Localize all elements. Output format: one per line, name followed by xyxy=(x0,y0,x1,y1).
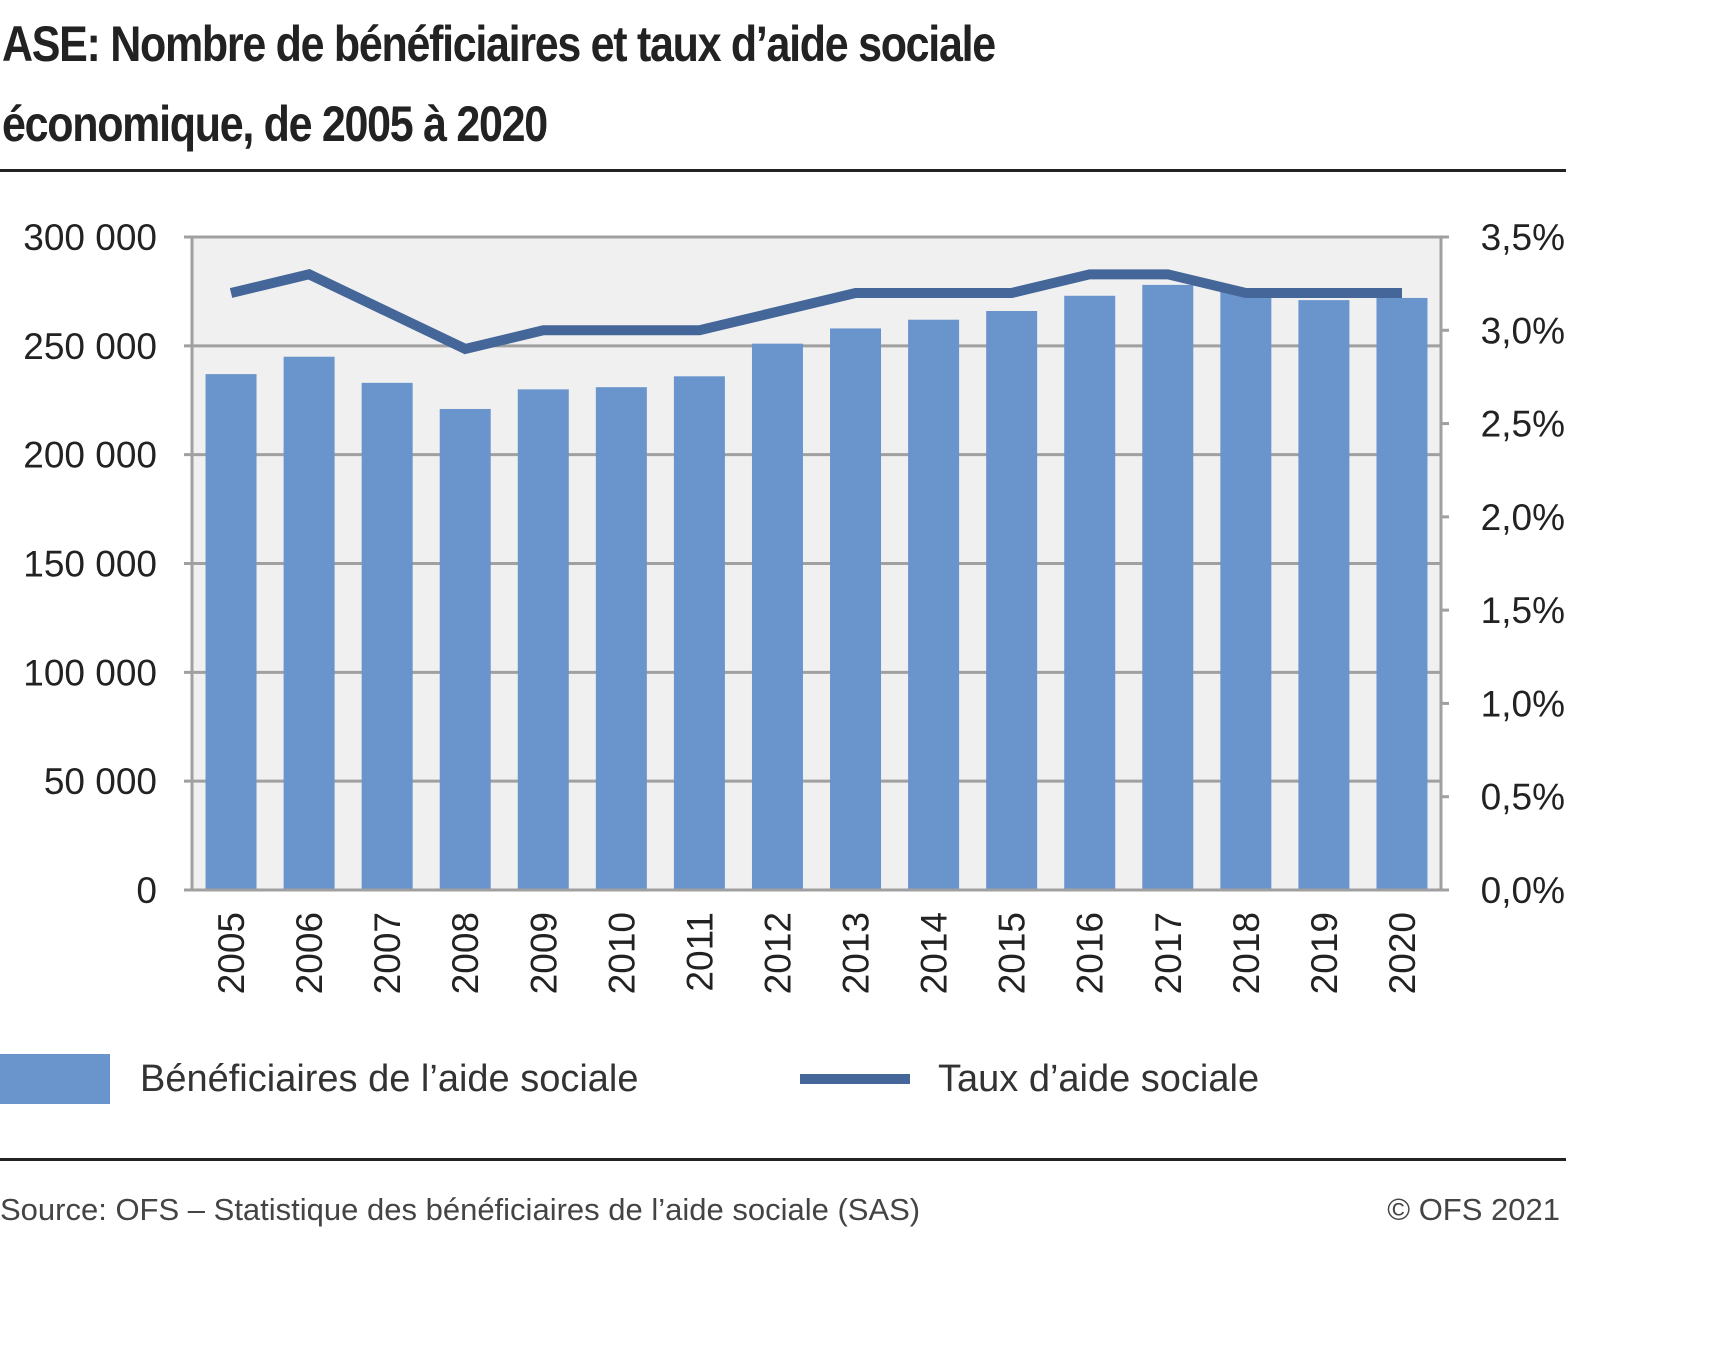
y-right-tick-label: 3,5% xyxy=(1481,217,1565,258)
x-tick-label: 2020 xyxy=(1382,912,1423,994)
title-line-1: ASE: Nombre de bénéficiaires et taux d’a… xyxy=(2,16,996,72)
source-note: Source: OFS – Statistique des bénéficiai… xyxy=(0,1192,921,1227)
y-right-tick-label: 0,0% xyxy=(1481,870,1565,911)
x-tick-label: 2011 xyxy=(679,912,720,992)
bar-2013 xyxy=(830,328,882,890)
bar-2017 xyxy=(1142,284,1194,890)
x-tick-label: 2013 xyxy=(836,912,877,994)
legend-bar-label: Bénéficiaires de l’aide sociale xyxy=(140,1058,639,1100)
x-tick-label: 2006 xyxy=(289,912,330,994)
legend-bar-swatch xyxy=(0,1054,110,1104)
y-left-tick-label: 200 000 xyxy=(23,435,157,476)
y-left-tick-label: 300 000 xyxy=(23,217,157,258)
x-tick-label: 2007 xyxy=(367,912,408,994)
bar-2008 xyxy=(439,408,491,890)
y-right-tick-label: 0,5% xyxy=(1481,777,1565,818)
y-right-tick-label: 2,0% xyxy=(1481,497,1565,538)
bar-2019 xyxy=(1298,300,1350,891)
x-tick-label: 2016 xyxy=(1070,912,1111,994)
bar-2012 xyxy=(751,343,803,890)
chart-svg: 0 50 000 100 000 150 000 200 000 250 000 300 0… xyxy=(23,217,1565,994)
bar-2014 xyxy=(908,319,960,890)
legend-line-label: Taux d’aide sociale xyxy=(938,1058,1260,1100)
y-left-tick-label: 50 000 xyxy=(44,761,157,802)
y-right-tick-label: 1,0% xyxy=(1481,683,1565,724)
bar-2006 xyxy=(283,356,335,890)
y-left-tick-label: 250 000 xyxy=(23,326,157,367)
x-tick-label: 2014 xyxy=(914,912,955,994)
y-left-tick-label: 150 000 xyxy=(23,544,157,585)
x-tick-label: 2010 xyxy=(601,912,642,994)
bar-2010 xyxy=(595,387,647,890)
bar-2005 xyxy=(205,374,257,890)
chart-title: ASE: Nombre de bénéficiaires et taux d’a… xyxy=(2,4,1326,164)
bottom-rule xyxy=(0,1158,1566,1161)
y-left-tick-label: 100 000 xyxy=(23,652,157,693)
bar-2009 xyxy=(517,389,569,890)
y-left-tick-label: 0 xyxy=(136,870,157,911)
x-tick-label: 2018 xyxy=(1226,912,1267,994)
rate-line xyxy=(229,269,1402,355)
x-tick-label: 2009 xyxy=(523,912,564,994)
y-right-tick-label: 2,5% xyxy=(1481,404,1565,445)
bar-2020 xyxy=(1376,297,1428,890)
x-tick-label: 2015 xyxy=(992,912,1033,994)
x-tick-label: 2008 xyxy=(445,912,486,994)
legend-line-swatch xyxy=(800,1074,910,1084)
title-line-2: économique, de 2005 à 2020 xyxy=(2,96,548,152)
top-rule xyxy=(0,169,1566,172)
x-tick-label: 2012 xyxy=(757,912,798,994)
bar-2016 xyxy=(1064,295,1116,890)
x-tick-label: 2019 xyxy=(1304,912,1345,994)
x-tick-label: 2017 xyxy=(1148,912,1189,994)
copyright: © OFS 2021 xyxy=(1387,1192,1560,1227)
bar-2015 xyxy=(986,311,1038,890)
bar-2018 xyxy=(1220,291,1272,891)
y-right-tick-label: 3,0% xyxy=(1481,310,1565,351)
y-right-tick-label: 1,5% xyxy=(1481,590,1565,631)
bar-2011 xyxy=(673,376,725,891)
x-tick-label: 2005 xyxy=(211,912,252,994)
bar-2007 xyxy=(361,382,413,890)
